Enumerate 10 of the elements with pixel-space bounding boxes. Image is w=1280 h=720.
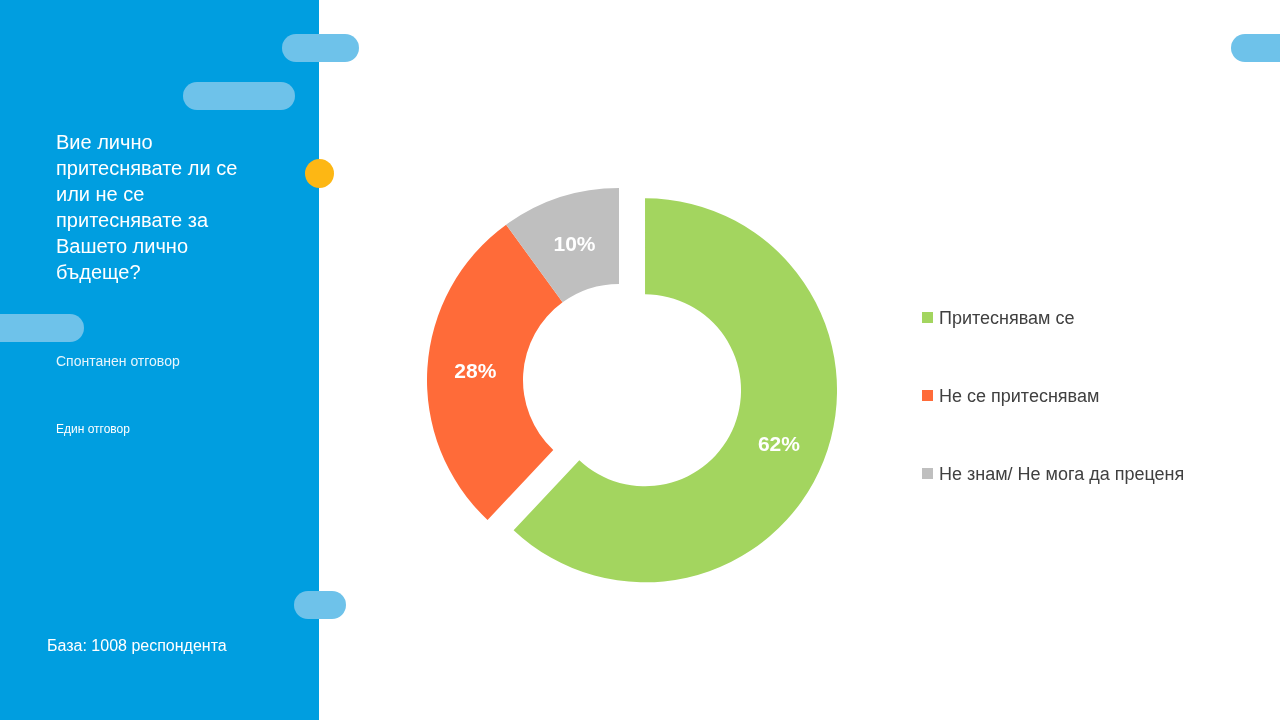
text: Вие лично притеснявате ли се или не се притеснявате за Вашето лично бъдеще?: [56, 130, 239, 285]
text: Спонтанен отговор: [56, 353, 180, 369]
legend-label: Не се притеснявам: [939, 386, 1100, 406]
data-label: 28%: [454, 359, 497, 383]
text: База: 1008 респондента: [47, 637, 227, 655]
text: Един отговор: [56, 422, 130, 436]
data-label: 10%: [553, 231, 596, 255]
legend-label: Притеснявам се: [939, 308, 1075, 328]
data-label: 62%: [757, 431, 801, 455]
legend-label: Не знам/ Не мога да преценя: [939, 464, 1185, 484]
